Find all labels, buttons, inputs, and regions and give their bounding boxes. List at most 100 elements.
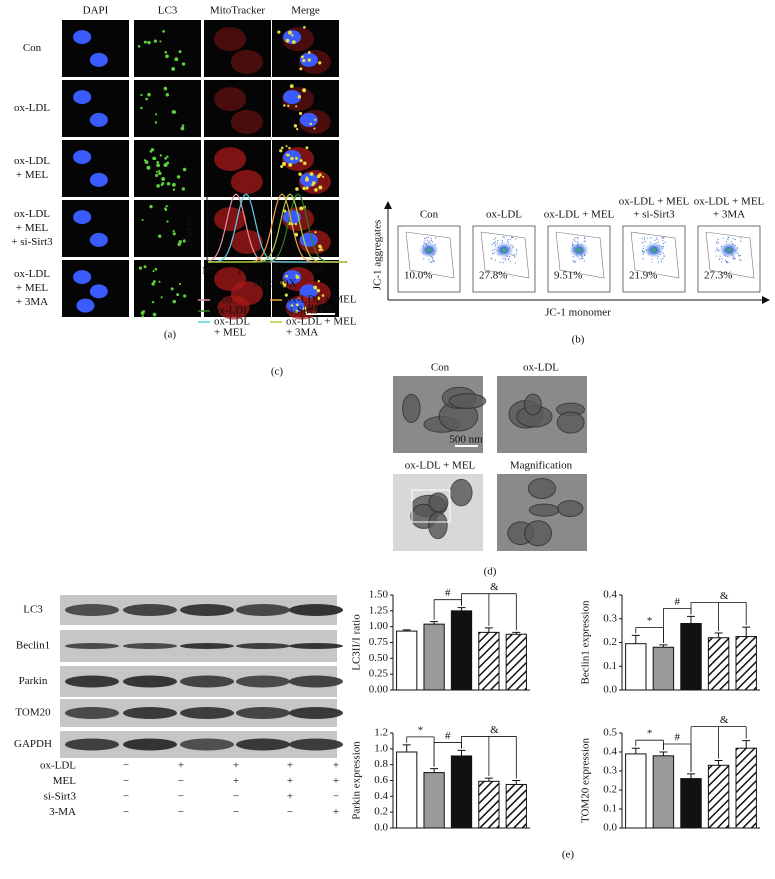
lc3-puncta: [303, 25, 306, 29]
column-header: MitoTracker: [210, 5, 266, 17]
error-bar: [484, 777, 493, 782]
event-dot: [493, 238, 495, 240]
event-dot: [509, 260, 511, 262]
blot-band: [65, 707, 119, 719]
y-axis-label: LC3II/I ratio: [351, 614, 363, 671]
event-dot: [515, 248, 518, 250]
micrograph: [134, 140, 201, 197]
blot-band: [236, 675, 290, 688]
event-dot: [425, 237, 428, 239]
lc3-puncta: [181, 124, 185, 127]
event-dot: [502, 258, 504, 260]
event-dot: [516, 250, 518, 252]
error-bar: [512, 631, 521, 635]
significance-bracket: [635, 626, 664, 643]
event-dot: [584, 237, 586, 240]
blot-band: [123, 707, 177, 719]
blot-band: [123, 738, 177, 751]
treatment-sign: +: [333, 806, 339, 818]
column-header: DAPI: [83, 5, 109, 17]
bar: [625, 643, 647, 691]
event-dot: [515, 238, 517, 240]
bar: [423, 623, 445, 691]
y-tick-label: 0.50: [369, 652, 389, 664]
event-dot: [512, 236, 514, 239]
event-dot: [727, 237, 729, 239]
image-label: Con: [431, 362, 450, 374]
lc3-puncta: [307, 51, 311, 54]
treatment-name: ox-LDL: [40, 760, 76, 772]
y-tick-label: 0.4: [603, 746, 617, 758]
lc3-puncta: [165, 93, 169, 97]
significance-mark: #: [445, 730, 451, 742]
lc3-puncta: [163, 86, 168, 91]
error-bar: [714, 760, 723, 766]
nucleus: [299, 284, 318, 299]
lc3-puncta: [137, 45, 141, 48]
nucleus: [286, 298, 305, 313]
event-dot: [503, 236, 505, 238]
lc3-puncta: [316, 174, 321, 179]
lc3-puncta: [294, 222, 298, 226]
event-dot: [717, 238, 719, 241]
event-dot: [727, 239, 729, 241]
zoom-box: [411, 489, 451, 523]
event-dot: [501, 239, 503, 241]
lc3-puncta: [166, 220, 169, 223]
nucleus: [73, 150, 92, 165]
plot-title: ox-LDL + MEL: [544, 209, 615, 221]
row-label: ox-LDL: [14, 208, 50, 220]
mito-signal: [214, 207, 247, 232]
row-label: ox-LDL: [14, 268, 50, 280]
lc3-puncta: [157, 234, 162, 238]
legend-label: ox-LDL: [214, 316, 250, 328]
mito-signal: [214, 27, 247, 52]
event-dot: [715, 242, 718, 244]
event-dot: [715, 255, 717, 257]
lc3-puncta: [314, 188, 318, 192]
lc3-puncta: [153, 156, 157, 160]
event-dot: [663, 236, 665, 239]
bar: [505, 633, 527, 691]
lc3-puncta: [170, 287, 174, 291]
lc3-puncta: [298, 172, 302, 176]
event-dot: [430, 237, 432, 239]
lc3-puncta: [181, 187, 185, 191]
legend-label: + 3MA: [286, 327, 318, 339]
lc3-puncta: [145, 97, 148, 101]
event-dot: [572, 260, 574, 263]
event-dot: [495, 243, 497, 245]
event-dot: [661, 236, 663, 238]
event-dot: [583, 260, 585, 262]
y-tick-label: 1.00: [369, 620, 389, 632]
lc3-puncta: [178, 50, 182, 54]
bar: [680, 778, 702, 829]
blot-band: [180, 738, 234, 751]
micrograph: [204, 20, 271, 77]
lc3-puncta: [295, 105, 298, 108]
nucleus: [283, 270, 302, 285]
event-dot: [651, 261, 653, 263]
lc3-puncta: [317, 280, 320, 283]
lc3-puncta: [288, 30, 292, 35]
lc3-puncta: [171, 110, 176, 114]
event-dot: [434, 237, 437, 239]
error-bar: [687, 773, 695, 779]
lc3-puncta: [165, 54, 169, 59]
lc3-puncta: [162, 30, 165, 33]
lc3-puncta: [303, 161, 307, 165]
event-dot: [642, 247, 644, 250]
blot-band: [289, 643, 343, 649]
gate-percent: 27.3%: [704, 270, 732, 282]
blot-band: [289, 675, 343, 688]
event-dot: [654, 239, 656, 241]
event-dot: [583, 236, 586, 238]
caption: (a): [164, 329, 177, 341]
mito-signal: [230, 229, 263, 254]
y-tick-label: 0.3: [603, 612, 617, 624]
significance-bracket: [461, 593, 517, 631]
event-dot: [651, 258, 653, 260]
event-dot: [423, 258, 425, 260]
event-dot: [431, 261, 433, 264]
event-dot: [656, 238, 658, 240]
